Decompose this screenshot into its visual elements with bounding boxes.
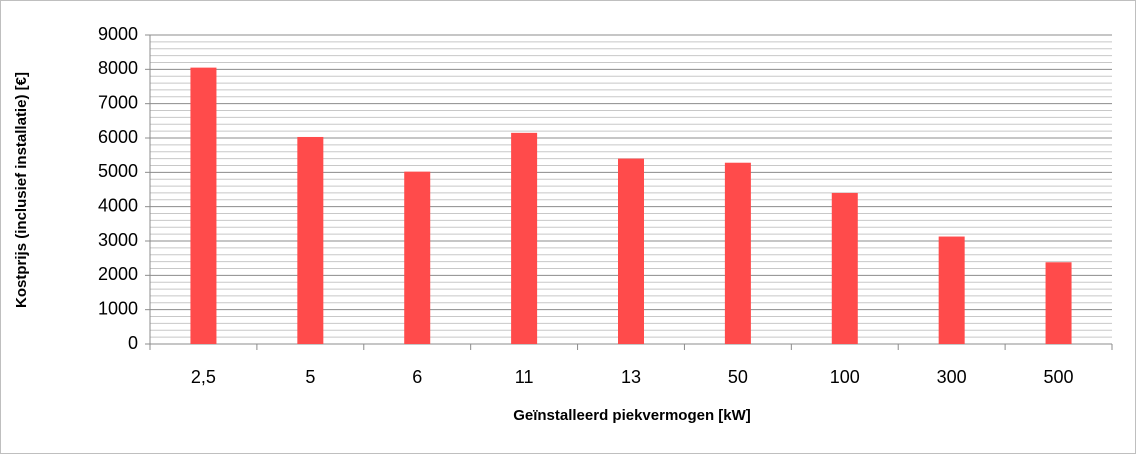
- x-axis-title: Geïnstalleerd piekvermogen [kW]: [513, 407, 751, 424]
- bar: [618, 158, 644, 344]
- y-tick-label: 9000: [98, 24, 138, 44]
- x-tick-label: 11: [515, 367, 534, 387]
- x-tick-label: 13: [621, 367, 641, 387]
- y-tick-label: 3000: [98, 230, 138, 250]
- bar: [938, 236, 965, 344]
- x-tick-label: 100: [830, 367, 860, 387]
- y-tick-label: 4000: [98, 195, 138, 215]
- x-tick-label: 5: [305, 367, 315, 387]
- bar: [511, 132, 538, 344]
- y-tick-label: 5000: [98, 161, 138, 181]
- y-tick-label: 6000: [98, 127, 138, 147]
- x-tick-label: 500: [1044, 367, 1074, 387]
- bar: [831, 192, 858, 344]
- bar: [1045, 262, 1072, 344]
- x-tick-label: 6: [412, 367, 422, 387]
- bar: [404, 171, 431, 344]
- y-axis-title: Kostprijs (inclusief installatie) [€]: [13, 72, 30, 308]
- x-tick-label: 50: [728, 367, 748, 387]
- bar: [724, 162, 751, 344]
- x-tick-label: 2,5: [191, 367, 216, 387]
- y-tick-label: 0: [128, 333, 138, 353]
- y-tick-label: 7000: [98, 92, 138, 112]
- bar: [190, 67, 217, 344]
- y-tick-label: 8000: [98, 58, 138, 78]
- y-tick-label: 2000: [98, 264, 138, 284]
- bar: [297, 136, 324, 344]
- y-tick-label: 1000: [98, 298, 138, 318]
- x-tick-label: 300: [937, 367, 967, 387]
